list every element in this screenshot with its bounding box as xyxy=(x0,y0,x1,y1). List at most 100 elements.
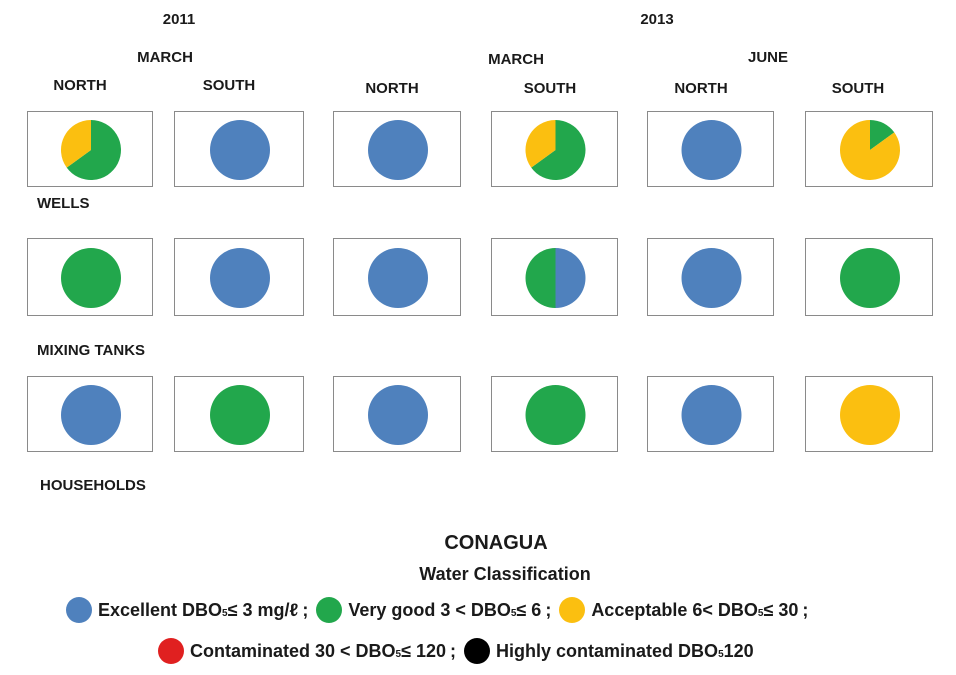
year-2011-label: 2011 xyxy=(162,11,196,28)
pie-slice-excellent xyxy=(681,385,742,445)
pie-slice-excellent xyxy=(61,385,121,445)
pie-slice-very-good xyxy=(66,120,121,180)
column-header-6: SOUTH xyxy=(831,80,885,97)
pie-slice-very-good xyxy=(210,385,270,445)
pie-box-r1-c1 xyxy=(27,111,153,187)
pie-slice-excellent xyxy=(210,120,270,180)
pie-slice-acceptable xyxy=(525,120,556,168)
pie-chart xyxy=(840,248,900,308)
legend-label-excellent: Excellent DBO xyxy=(98,599,223,620)
pie-box-r2-c1 xyxy=(27,238,153,316)
legend-range-contaminated: ≤ 120 xyxy=(401,640,447,661)
pie-chart xyxy=(368,120,428,180)
pie-box-r2-c6 xyxy=(805,238,933,316)
pie-chart xyxy=(61,248,121,308)
legend-range-highly-contaminated: 120 xyxy=(723,640,754,661)
legend-item-very-good: Very good 3 < DBO 5 ≤ 6 xyxy=(316,597,541,623)
pie-slice-excellent xyxy=(555,248,586,308)
pie-chart xyxy=(210,248,270,308)
legend-swatch-highly-contaminated xyxy=(464,638,491,664)
pie-slice-acceptable xyxy=(840,120,900,180)
pie-box-r2-c2 xyxy=(174,238,304,316)
pie-chart xyxy=(368,385,428,445)
legend-swatch-excellent xyxy=(66,597,92,623)
legend-separator: ; xyxy=(302,599,309,620)
legend-subtitle: Water Classification xyxy=(419,564,591,584)
legend-swatch-contaminated xyxy=(158,638,184,664)
legend-label-acceptable: Acceptable 6< DBO xyxy=(591,599,758,620)
pie-slice-very-good xyxy=(525,248,556,308)
pie-box-r3-c5 xyxy=(647,376,774,452)
pie-chart xyxy=(60,120,121,180)
pie-slice-excellent xyxy=(681,120,742,180)
pie-box-r1-c4 xyxy=(491,111,618,187)
pie-slice-excellent xyxy=(368,248,428,308)
legend-label-highly-contaminated: Highly contaminated DBO xyxy=(496,640,719,661)
pie-chart xyxy=(840,385,900,445)
legend-separator: ; xyxy=(802,599,809,620)
row-label-households: HOUSEHOLDS xyxy=(40,477,146,494)
legend-range-very-good: ≤ 6 xyxy=(516,599,542,620)
pie-chart xyxy=(681,248,742,308)
pie-chart xyxy=(681,385,742,445)
pie-box-r3-c2 xyxy=(174,376,304,452)
pie-slice-very-good xyxy=(531,120,586,180)
legend-label-very-good: Very good 3 < DBO xyxy=(348,599,511,620)
pie-box-r3-c3 xyxy=(333,376,461,452)
legend-swatch-very-good xyxy=(316,597,343,623)
pie-slice-very-good xyxy=(525,385,586,445)
pie-box-r1-c5 xyxy=(647,111,774,187)
legend-label-contaminated: Contaminated 30 < DBO xyxy=(190,640,396,661)
pie-slice-very-good xyxy=(840,248,900,308)
month-2013-march-label: MARCH xyxy=(488,51,544,68)
pie-chart xyxy=(210,385,270,445)
legend-range-excellent: ≤ 3 mg/ℓ xyxy=(227,599,299,620)
pie-slice-excellent xyxy=(681,248,742,308)
pie-box-r2-c4 xyxy=(491,238,618,316)
pie-chart xyxy=(525,120,586,180)
pie-box-r2-c5 xyxy=(647,238,774,316)
column-header-1: NORTH xyxy=(53,77,107,94)
column-header-2: SOUTH xyxy=(202,77,256,94)
legend-row-2: Contaminated 30 < DBO 5 ≤ 120 ; Highly co… xyxy=(158,638,754,664)
legend-item-highly-contaminated: Highly contaminated DBO 5 120 xyxy=(464,638,754,664)
pie-box-r1-c6 xyxy=(805,111,933,187)
column-header-3: NORTH xyxy=(365,80,419,97)
month-2013-june-label: JUNE xyxy=(747,49,789,66)
legend-separator: ; xyxy=(545,599,552,620)
legend-swatch-acceptable xyxy=(559,597,586,623)
column-header-4: SOUTH xyxy=(523,80,577,97)
legend-item-excellent: Excellent DBO 5 ≤ 3 mg/ℓ xyxy=(66,597,298,623)
pie-chart xyxy=(525,248,586,308)
pie-slice-excellent xyxy=(368,385,428,445)
pie-box-r2-c3 xyxy=(333,238,461,316)
pie-box-r3-c4 xyxy=(491,376,618,452)
legend-item-contaminated: Contaminated 30 < DBO 5 ≤ 120 xyxy=(158,638,446,664)
legend-item-acceptable: Acceptable 6< DBO 5 ≤ 30 xyxy=(559,597,798,623)
pie-slice-acceptable xyxy=(840,385,900,445)
pie-chart xyxy=(368,248,428,308)
pie-chart xyxy=(681,120,742,180)
legend-separator: ; xyxy=(450,640,457,661)
pie-slice-excellent xyxy=(368,120,428,180)
row-label-wells: WELLS xyxy=(37,195,90,212)
pie-slice-excellent xyxy=(210,248,270,308)
column-header-5: NORTH xyxy=(674,80,728,97)
pie-chart xyxy=(61,385,121,445)
month-2011-march-label: MARCH xyxy=(137,49,193,66)
pie-box-r1-c2 xyxy=(174,111,304,187)
legend-title: CONAGUA xyxy=(444,532,548,554)
pie-chart xyxy=(525,385,586,445)
legend-row-1: Excellent DBO 5 ≤ 3 mg/ℓ ; Very good 3 < … xyxy=(66,597,816,623)
pie-box-r3-c1 xyxy=(27,376,153,452)
pie-slice-very-good xyxy=(870,120,895,150)
pie-box-r1-c3 xyxy=(333,111,461,187)
legend-range-acceptable: ≤ 30 xyxy=(763,599,799,620)
year-2013-label: 2013 xyxy=(640,11,674,28)
pie-box-r3-c6 xyxy=(805,376,933,452)
pie-chart xyxy=(210,120,270,180)
row-label-mixing-tanks: MIXING TANKS xyxy=(37,342,146,359)
pie-slice-very-good xyxy=(61,248,121,308)
pie-chart xyxy=(840,120,900,180)
pie-slice-acceptable xyxy=(60,120,91,168)
